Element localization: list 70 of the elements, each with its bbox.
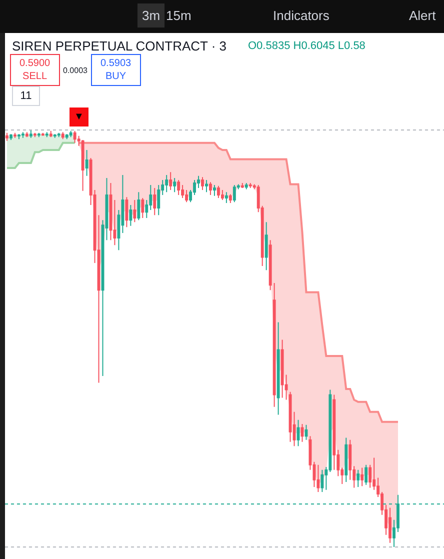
candlestick [25, 132, 28, 138]
candlestick [61, 132, 64, 140]
candlestick [125, 196, 128, 228]
candlestick [364, 464, 368, 486]
candlestick [228, 194, 232, 204]
candlestick [201, 176, 204, 191]
candlestick [248, 182, 252, 188]
text: 0.5903 BUY [100, 58, 132, 82]
candlestick [276, 322, 280, 416]
candlestick [360, 467, 364, 487]
candlestick [216, 185, 220, 198]
text: 11 [20, 90, 32, 102]
candlestick [288, 391, 292, 442]
candlestick [268, 240, 272, 291]
candlestick [220, 190, 224, 201]
candlestick [272, 282, 276, 408]
candlestick [280, 339, 284, 398]
candlestick [224, 192, 228, 204]
candlestick [14, 132, 16, 138]
candlestick [10, 134, 12, 141]
candlestick [37, 132, 40, 138]
candlestick [240, 182, 244, 188]
candlestick [177, 180, 180, 196]
candlestick [209, 182, 212, 196]
candlestick [304, 424, 308, 440]
candlestick [129, 204, 132, 226]
candlestick [69, 130, 72, 138]
candlestick [17, 134, 20, 140]
candlestick [316, 464, 320, 492]
candlestick [21, 132, 24, 138]
candlestick [81, 140, 84, 192]
candlestick [141, 197, 144, 218]
candlestick [53, 134, 56, 138]
candlestick [133, 200, 136, 223]
candlestick [296, 419, 300, 447]
candlestick [49, 130, 52, 138]
chart-title: SIREN PERPETUAL CONTRACT · 3 [12, 38, 227, 54]
text: Indicators [273, 8, 330, 23]
candlestick [45, 132, 48, 138]
candlestick [109, 182, 112, 241]
candlestick [137, 192, 140, 221]
candlestick [153, 187, 156, 216]
candlestick [300, 423, 304, 442]
text: Alert [409, 8, 436, 23]
text: 0.0003 [63, 66, 88, 75]
candlestick [344, 437, 348, 482]
candlestick [57, 132, 60, 138]
candlestick [244, 182, 248, 190]
candlestick [33, 132, 36, 138]
candlestick [320, 469, 324, 492]
candlestick [41, 132, 44, 136]
candlestick [6, 132, 8, 142]
text: 0.5900 SELL [19, 58, 51, 82]
candlestick [205, 180, 208, 193]
candlestick [73, 130, 76, 144]
candlestick [65, 134, 68, 140]
annotation: ▼ [74, 112, 84, 122]
candlestick [212, 184, 216, 196]
text: 3m [142, 8, 160, 23]
candlestick [165, 174, 168, 193]
candlestick [264, 222, 268, 271]
candlestick [388, 507, 392, 544]
candlestick [173, 177, 176, 193]
text: 15m [166, 8, 192, 23]
text: O0.5835 H0.6045 L0.58 [248, 40, 366, 52]
candlestick [85, 150, 88, 176]
candlestick [232, 184, 236, 203]
candlestick [356, 469, 360, 488]
candlestick [29, 130, 32, 138]
candlestick [169, 172, 172, 191]
